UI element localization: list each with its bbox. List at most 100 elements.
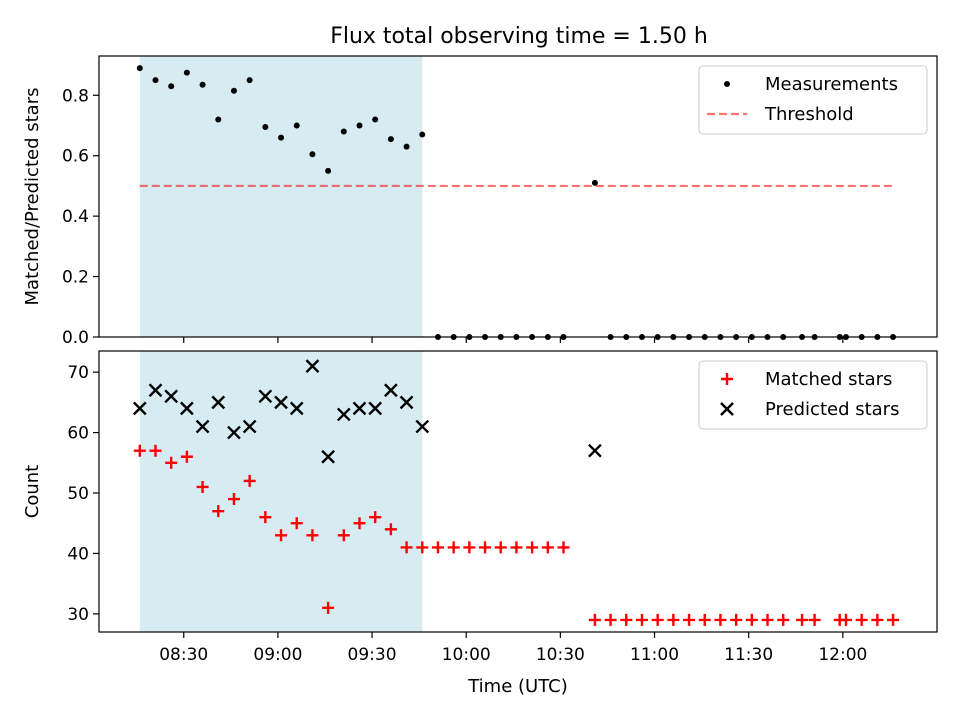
bottom-plot-frame [98,350,938,633]
predicted-star-point [148,383,163,398]
measurement-point [230,87,237,94]
bottom-y-axis: 30 40 50 60 70 [67,363,99,625]
x-tick-label: 10:00 [442,645,491,665]
matched-star-point [165,456,178,469]
measurement-point [419,131,426,138]
matched-star-point [133,444,146,457]
measurement-point [215,116,222,123]
y-tick-label: 40 [67,544,89,564]
measurement-point [340,128,347,135]
bottom-x-axis: 08:30 09:00 09:30 10:00 10:30 11:00 11:30 12:00 [159,632,867,665]
matched-star-point [871,613,884,626]
matched-star-point [541,541,554,554]
matched-star-point [212,505,225,518]
matched-star-point [290,517,303,530]
predicted-star-point [368,401,383,416]
matched-star-point [620,613,633,626]
measurement-point [591,179,598,186]
matched-star-point [887,613,900,626]
matched-star-point [808,613,821,626]
matched-star-point [730,613,743,626]
matched-star-point [651,613,664,626]
matched-star-point [227,493,240,506]
matched-star-point [761,613,774,626]
y-tick-label: 0.6 [62,147,89,167]
figure-title: Flux total observing time = 1.50 h [330,24,708,49]
legend-box [698,65,928,135]
matched-star-point [604,613,617,626]
top-x-axis [183,337,844,343]
measurement-point [325,167,332,174]
matched-star-point [400,541,413,554]
x-tick-label: 10:30 [536,645,585,665]
measurement-point [152,77,159,84]
matched-star-point [698,613,711,626]
measurement-point [309,151,316,158]
y-tick-label: 70 [67,363,89,383]
legend-label: Predicted stars [765,399,899,420]
matched-star-point [463,541,476,554]
predicted-star-point [227,425,241,440]
top-legend: Measurements Threshold [698,65,928,135]
top-y-axis-label: Matched/Predicted stars [22,88,43,306]
matched-star-point [494,541,507,554]
measurement-point [136,65,143,72]
shaded-span [139,56,423,337]
matched-star-point [714,613,727,626]
matched-star-point [667,613,680,626]
matched-star-point [259,511,272,524]
predicted-star-point [336,407,351,422]
matched-star-point [557,541,570,554]
matched-star-point [510,541,523,554]
measurement-point [356,122,363,129]
matched-star-point [777,613,790,626]
matched-star-point [796,613,809,626]
matched-star-point [431,541,444,554]
measurement-point [168,83,175,90]
y-tick-label: 0.0 [62,328,89,348]
predicted-star-point [352,401,367,416]
measurement-point [246,77,253,84]
matched-star-point [635,613,648,626]
shaded-span [139,351,423,632]
predicted-star-point [274,395,288,410]
x-tick-label: 11:00 [630,645,679,665]
predicted-star-point [195,419,210,434]
predicted-star-point [289,401,304,416]
matched-star-point [479,541,492,554]
matched-star-point [369,511,382,524]
bottom-y-axis-label: Count [22,465,43,518]
matched-star-point [588,613,601,626]
matched-star-point [149,444,162,457]
x-tick-label: 09:00 [253,645,302,665]
predicted-star-point [211,395,226,410]
top-plot-frame [98,55,938,338]
measurement-point [372,116,379,123]
matched-star-point [337,529,350,542]
matched-star-point [839,613,852,626]
top-subplot: 0.00.20.40.60.8 Matched/Predicted stars … [22,55,938,348]
legend-marker-plus [721,373,733,385]
legend-marker-dot [724,81,730,87]
matched-star-point [180,450,193,463]
measurement-point [293,122,300,129]
x-tick-label: 11:30 [724,645,773,665]
matched-star-point [384,523,397,536]
predicted-star-point [384,383,398,398]
predicted-star-point [321,449,335,464]
x-tick-label: 08:30 [159,645,208,665]
measurement-point [278,134,285,141]
legend-label: Matched stars [765,369,892,390]
predicted-star-point [588,443,602,458]
matched-star-point [196,480,209,493]
matched-star-point [683,613,696,626]
predicted-star-point [132,401,147,416]
predicted-star-point [242,419,257,434]
x-tick-label: 09:30 [348,645,397,665]
x-axis-label: Time (UTC) [467,676,568,697]
matched-star-point [243,474,256,487]
matched-star-point [447,541,460,554]
measurement-point [403,143,410,150]
y-tick-label: 50 [67,484,89,504]
measurement-point [199,81,206,88]
